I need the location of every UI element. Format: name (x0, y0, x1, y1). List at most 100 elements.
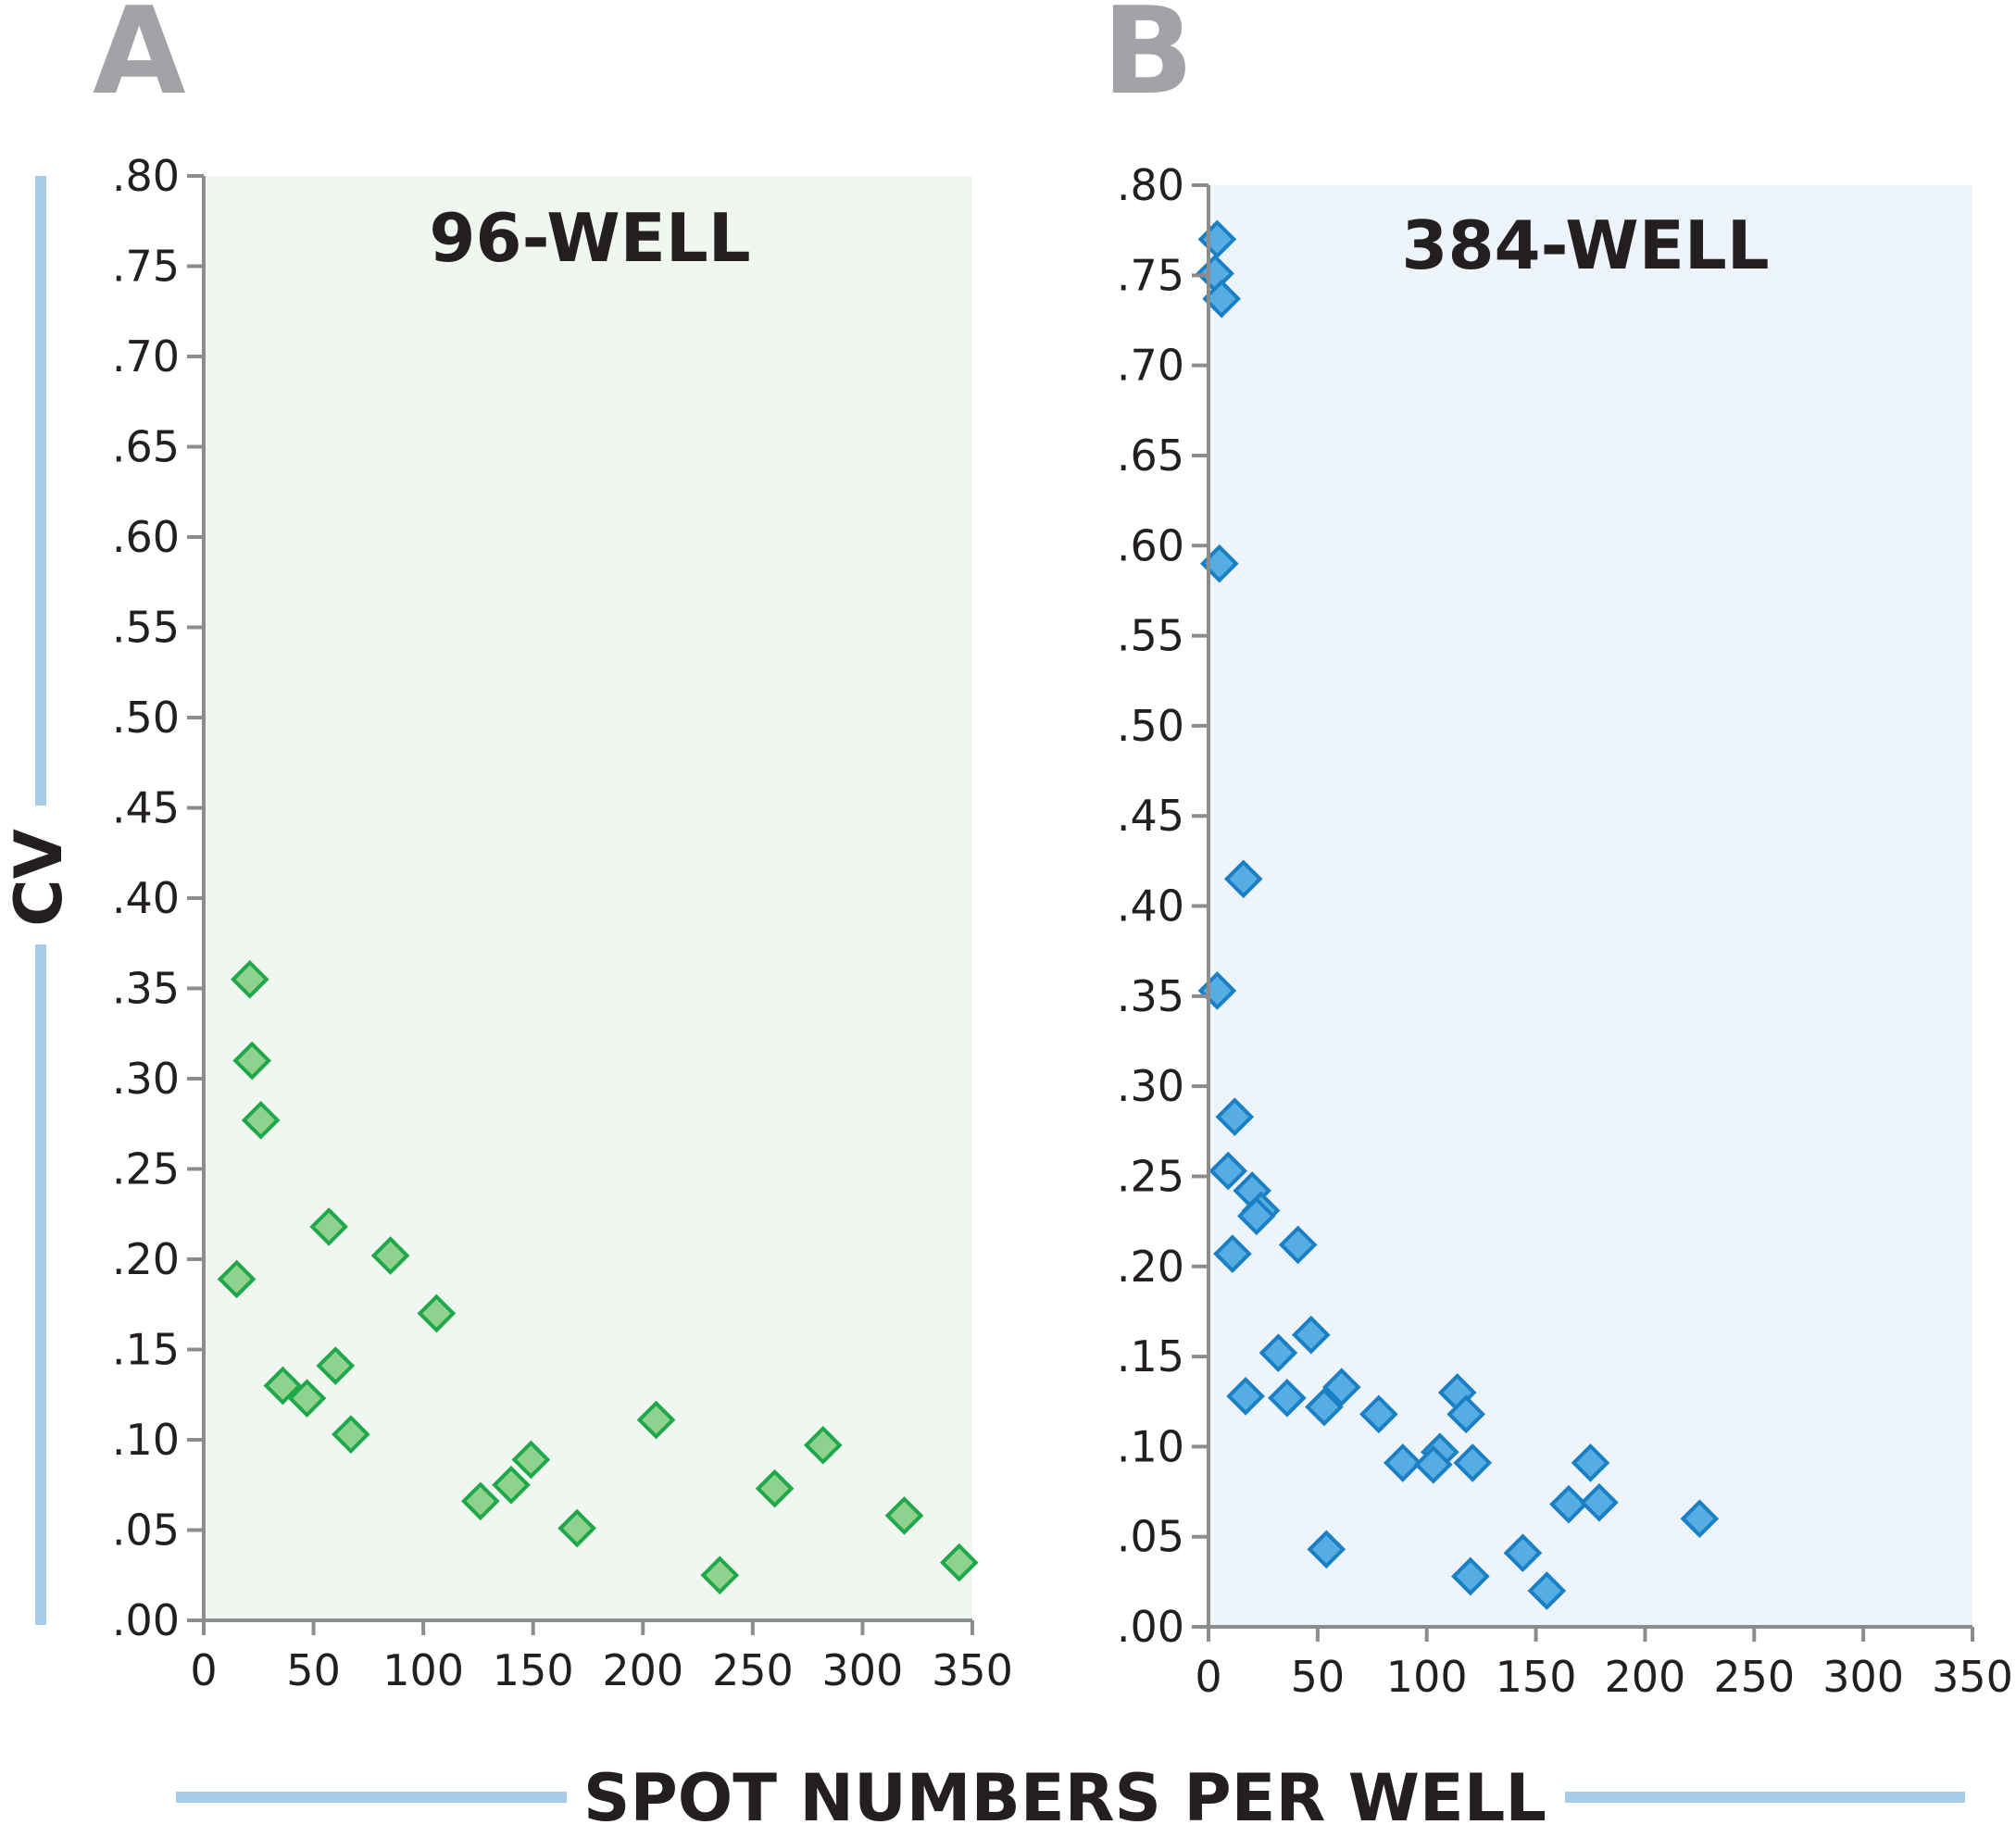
data-point (1278, 1225, 1318, 1265)
y-axis-title: CV (1, 829, 77, 927)
x-tick-label: 0 (1195, 1652, 1221, 1702)
y-tick-label: .10 (1117, 1421, 1184, 1471)
y-tick-label: .30 (1117, 1061, 1184, 1111)
data-point (1202, 279, 1241, 319)
y-tick-label: .40 (112, 873, 180, 923)
data-point (1258, 1333, 1298, 1372)
y-tick-label: .70 (1117, 341, 1184, 391)
data-point (217, 1259, 257, 1299)
y-tick-label: .45 (112, 783, 180, 833)
data-point (636, 1400, 676, 1440)
data-point (1223, 859, 1263, 899)
y-tick-label: .25 (112, 1144, 180, 1194)
data-point (332, 1415, 370, 1454)
x-tick-label: 50 (1291, 1652, 1346, 1702)
data-point (1208, 1151, 1248, 1191)
data-point (1413, 1445, 1453, 1484)
data-point (1453, 1443, 1493, 1482)
x-tick-label: 100 (1386, 1652, 1468, 1702)
y-tick-label: .80 (1117, 160, 1184, 210)
data-point (287, 1379, 327, 1418)
panel-b-384-well: 384-WELL .00 .05 .10 .15 .20 .25 .30 .35 .40 .45.… (1117, 160, 2013, 1702)
panel-a-markers (217, 959, 979, 1595)
y-tick-label: .05 (1117, 1512, 1184, 1562)
data-point (939, 1543, 979, 1582)
x-axis-title: SPOT NUMBERS PER WELL (583, 1760, 1546, 1836)
data-point (1291, 1315, 1331, 1355)
data-point (1383, 1443, 1422, 1482)
y-tick-label: .60 (1117, 520, 1184, 570)
data-point (1268, 1378, 1307, 1418)
y-tick-label: .65 (112, 422, 180, 472)
data-point (1446, 1394, 1485, 1434)
x-tick-label: 200 (1605, 1652, 1686, 1702)
panel-b-title: 384-WELL (1401, 206, 1769, 284)
data-point (241, 1101, 281, 1140)
x-tick-label: 200 (602, 1645, 683, 1695)
y-tick-label: .10 (112, 1415, 180, 1465)
data-point (230, 959, 269, 999)
y-tick-label: .00 (1117, 1602, 1184, 1652)
y-tick-label: .20 (112, 1234, 180, 1284)
y-tick-label: .20 (1117, 1242, 1184, 1292)
y-tick-label: .55 (112, 603, 180, 653)
y-axis-title-group: CV (1, 176, 77, 1625)
x-tick-label: 350 (1932, 1652, 2013, 1702)
panel-b-markers (1196, 219, 1720, 1610)
data-point (1549, 1484, 1588, 1524)
y-tick-label: .00 (112, 1595, 180, 1645)
y-tick-label: .65 (1117, 431, 1184, 481)
y-tick-label: .25 (1117, 1151, 1184, 1201)
x-axis-title-group: SPOT NUMBERS PER WELL (176, 1760, 1965, 1836)
data-point (492, 1465, 531, 1505)
x-tick-label: 300 (1822, 1652, 1904, 1702)
panel-a-title: 96-WELL (429, 199, 750, 277)
panel-b-y-axis: .00 .05 .10 .15 .20 .25 .30 .35 .40 .45 .50 .55 .60.… (1117, 160, 1210, 1652)
panel-b-letter: B (1102, 0, 1194, 121)
data-point (1571, 1443, 1610, 1482)
data-point (1503, 1533, 1543, 1573)
panel-a-letter: A (93, 0, 186, 121)
data-point (755, 1468, 795, 1508)
x-tick-label: 100 (382, 1645, 464, 1695)
data-point (1307, 1530, 1346, 1569)
y-tick-label: .55 (1117, 611, 1184, 661)
data-point (460, 1481, 500, 1521)
data-point (1680, 1499, 1720, 1539)
data-point (1226, 1377, 1265, 1416)
x-tick-label: 150 (1496, 1652, 1577, 1702)
data-point (1580, 1482, 1619, 1522)
data-point (309, 1207, 348, 1246)
y-tick-label: .40 (1117, 881, 1184, 931)
x-tick-label: 350 (932, 1645, 1013, 1695)
data-point (370, 1236, 410, 1275)
panel-a-x-axis: 0 50 100 150 200 250 300 350 (190, 1618, 1013, 1695)
data-point (1451, 1556, 1490, 1596)
y-tick-label: .05 (112, 1506, 180, 1556)
y-tick-label: .75 (112, 242, 180, 292)
data-point (1359, 1394, 1398, 1434)
data-point (511, 1440, 551, 1480)
data-point (1527, 1571, 1567, 1610)
y-tick-label: .50 (112, 693, 180, 743)
y-tick-label: .70 (112, 331, 180, 381)
y-tick-label: .15 (1117, 1331, 1184, 1381)
data-point (1213, 1234, 1252, 1273)
y-tick-label: .15 (112, 1325, 180, 1375)
data-point (803, 1426, 843, 1465)
data-point (1305, 1387, 1344, 1427)
x-tick-label: 300 (822, 1645, 904, 1695)
panel-a-y-axis: .00 .05 .10 .15 .20 .25 .30 .35 .40 .45 .50 .55 .60.… (112, 151, 206, 1645)
data-point (417, 1293, 457, 1333)
data-point (263, 1366, 303, 1406)
panel-a-96-well: 96-WELL .00 .05 .10 .15 .20 .25 .30 .35 .40 .45 .5… (112, 151, 1013, 1695)
y-tick-label: .35 (112, 964, 180, 1014)
x-tick-label: 250 (1713, 1652, 1795, 1702)
x-tick-label: 250 (712, 1645, 794, 1695)
data-point (316, 1346, 356, 1385)
y-tick-label: .30 (112, 1054, 180, 1104)
x-tick-label: 50 (286, 1645, 341, 1695)
y-tick-label: .45 (1117, 791, 1184, 841)
panel-b-x-axis: 0 50 100 150 200 250 300 350 (1195, 1625, 2013, 1702)
data-point (700, 1556, 740, 1595)
